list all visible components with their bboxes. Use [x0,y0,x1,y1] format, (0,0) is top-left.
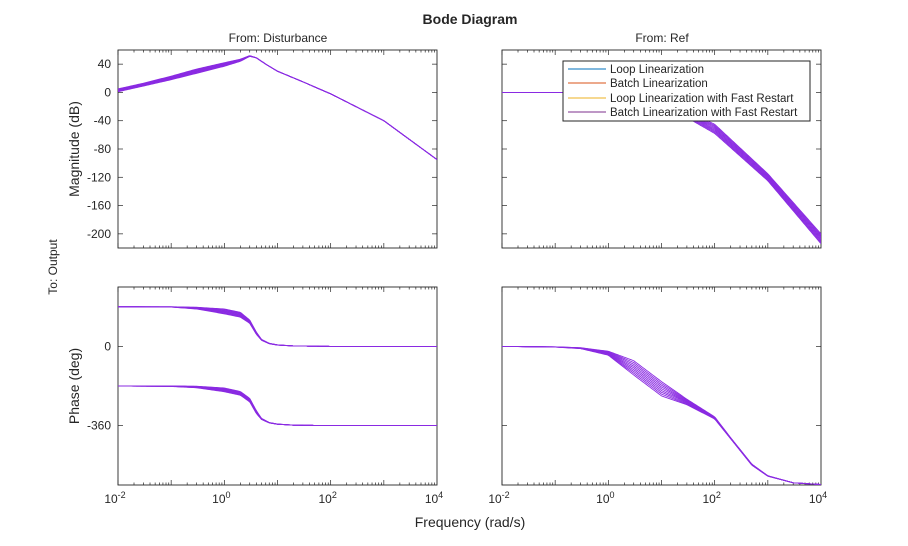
frequency-tick-label: 100 [212,490,230,506]
phase-tick-label: -360 [87,419,111,433]
axes-box [501,49,822,249]
frequency-tick-label: 102 [702,490,720,506]
magnitude-axis-label: Magnitude (dB) [66,101,82,197]
column-title-disturbance: From: Disturbance [229,31,328,45]
magnitude-tick-label: -120 [87,170,111,184]
axes-box [117,49,438,249]
magnitude-tick-label: -200 [87,227,111,241]
axes-box [501,286,822,486]
axes-phase-ref [501,286,822,486]
output-label: To: Output [46,239,60,295]
frequency-tick-label: 10-2 [104,490,125,506]
frequency-tick-labels: 10-2 100 102 104 10-2 100 102 104 [104,490,827,506]
phase-disturbance-lower-curve [118,385,437,427]
axes-magnitude-disturbance [117,49,438,249]
phase-tick-label: 0 [104,339,111,353]
chart-title: Bode Diagram [423,11,518,27]
magnitude-tick-label: -40 [94,114,112,128]
x-axis-label: Frequency (rad/s) [415,514,525,530]
magnitude-disturbance-curve [118,55,437,160]
legend-box [562,60,811,122]
frequency-tick-label: 100 [596,490,614,506]
magnitude-tick-labels: 40 0 -40 -80 -120 -160 -200 [87,57,111,241]
legend-label-loop: Loop Linearization [610,64,704,76]
legend-label-batch-fast: Batch Linearization with Fast Restart [610,107,798,119]
magnitude-tick-label: 0 [104,85,111,99]
frequency-tick-label: 104 [425,490,443,506]
axes-phase-disturbance [117,286,438,486]
frequency-tick-label: 102 [318,490,336,506]
legend: Loop Linearization Batch Linearization L… [562,60,811,122]
magnitude-tick-label: 40 [98,57,112,71]
phase-tick-labels: 0 -360 [87,339,111,432]
legend-label-loop-fast: Loop Linearization with Fast Restart [610,93,794,105]
magnitude-tick-label: -80 [94,142,112,156]
phase-disturbance-upper-curve [118,306,437,347]
legend-label-batch: Batch Linearization [610,78,708,90]
phase-ref-curve [502,345,821,485]
frequency-tick-label: 10-2 [488,490,509,506]
phase-axis-label: Phase (deg) [66,348,82,424]
frequency-tick-label: 104 [809,490,827,506]
magnitude-tick-label: -160 [87,199,111,213]
column-title-ref: From: Ref [635,31,689,45]
